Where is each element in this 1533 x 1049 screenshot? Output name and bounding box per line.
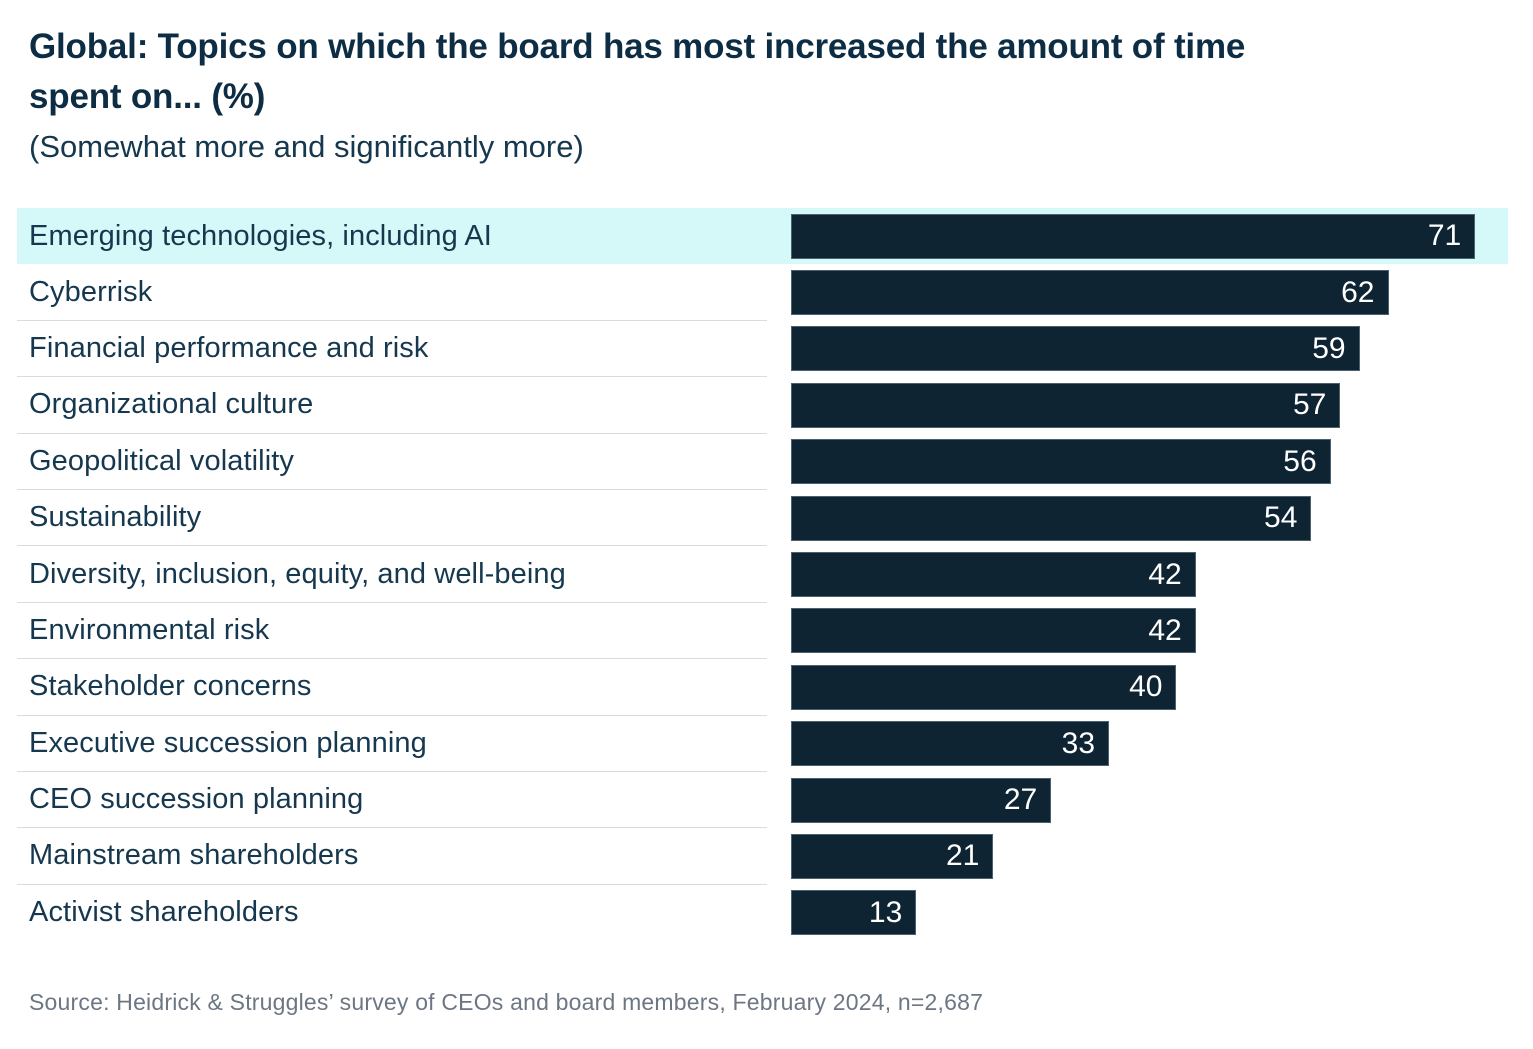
bar-track: 13 bbox=[791, 890, 1508, 936]
chart-title-line-1: Global: Topics on which the board has mo… bbox=[29, 27, 1246, 66]
value-label: 42 bbox=[1148, 557, 1182, 591]
chart-subtitle: (Somewhat more and significantly more) bbox=[29, 129, 584, 164]
bar-track: 71 bbox=[791, 213, 1508, 259]
chart-row: Sustainability 54 bbox=[17, 490, 1508, 547]
bar: 71 bbox=[791, 213, 1476, 259]
chart-title-line-2: spent on... (%) bbox=[29, 77, 266, 116]
bar: 21 bbox=[791, 833, 994, 879]
value-label: 57 bbox=[1292, 388, 1327, 422]
category-label: Mainstream shareholders bbox=[17, 828, 767, 885]
value-label: 71 bbox=[1427, 219, 1462, 253]
bar-track: 62 bbox=[791, 270, 1508, 316]
bar-track: 56 bbox=[791, 439, 1508, 485]
value-label: 59 bbox=[1312, 331, 1346, 365]
bar: 54 bbox=[791, 495, 1312, 541]
chart-row: Environmental risk 42 bbox=[17, 603, 1508, 660]
value-label: 21 bbox=[946, 839, 980, 873]
chart-row: Emerging technologies, including AI 71 bbox=[17, 208, 1508, 265]
bar-track: 33 bbox=[791, 721, 1508, 767]
chart-row: Diversity, inclusion, equity, and well-b… bbox=[17, 546, 1508, 603]
chart-row: Financial performance and risk 59 bbox=[17, 321, 1508, 378]
category-label: Financial performance and risk bbox=[17, 321, 767, 378]
bar: 42 bbox=[791, 552, 1196, 598]
chart-row: Activist shareholders 13 bbox=[17, 885, 1508, 941]
chart-row: CEO succession planning 27 bbox=[17, 772, 1508, 829]
bar: 40 bbox=[791, 664, 1177, 710]
bar: 27 bbox=[791, 777, 1052, 823]
bar: 33 bbox=[791, 721, 1110, 767]
category-label: Diversity, inclusion, equity, and well-b… bbox=[17, 546, 767, 603]
bar-track: 21 bbox=[791, 833, 1508, 879]
bar: 62 bbox=[791, 270, 1389, 316]
bar: 13 bbox=[791, 890, 917, 936]
category-label: Activist shareholders bbox=[29, 896, 299, 929]
category-label: Stakeholder concerns bbox=[17, 659, 767, 716]
chart-row: Stakeholder concerns 40 bbox=[17, 659, 1508, 716]
bar-chart: Emerging technologies, including AI 71 Cyb… bbox=[17, 208, 1508, 941]
category-label: CEO succession planning bbox=[17, 772, 767, 829]
category-label: Executive succession planning bbox=[17, 716, 767, 772]
chart-row: Geopolitical volatility 56 bbox=[17, 434, 1508, 490]
bar: 56 bbox=[791, 439, 1331, 485]
bar-track: 42 bbox=[791, 552, 1508, 598]
category-label: Cyberrisk bbox=[17, 264, 767, 321]
bar: 42 bbox=[791, 608, 1196, 654]
category-label: Organizational culture bbox=[17, 377, 767, 434]
chart-title: Global: Topics on which the board has mo… bbox=[29, 22, 1508, 122]
value-label: 40 bbox=[1129, 670, 1163, 704]
value-label: 62 bbox=[1341, 275, 1375, 309]
value-label: 54 bbox=[1264, 501, 1298, 535]
bar-track: 54 bbox=[791, 495, 1508, 541]
chart-row: Mainstream shareholders 21 bbox=[17, 828, 1508, 885]
bar: 59 bbox=[791, 326, 1360, 372]
value-label: 27 bbox=[1003, 783, 1038, 817]
value-label: 33 bbox=[1061, 726, 1096, 760]
bar-track: 59 bbox=[791, 326, 1508, 372]
chart-row: Organizational culture 57 bbox=[17, 377, 1508, 434]
bar-track: 40 bbox=[791, 664, 1508, 710]
value-label: 13 bbox=[868, 895, 903, 929]
category-label: Environmental risk bbox=[17, 603, 767, 660]
category-label: Geopolitical volatility bbox=[17, 434, 767, 490]
chart-row: Cyberrisk 62 bbox=[17, 264, 1508, 321]
bar-track: 27 bbox=[791, 777, 1508, 823]
source-note: Source: Heidrick & Struggles’ survey of … bbox=[29, 989, 984, 1016]
value-label: 42 bbox=[1148, 613, 1182, 647]
value-label: 56 bbox=[1283, 444, 1317, 478]
bar-track: 42 bbox=[791, 608, 1508, 654]
category-label: Emerging technologies, including AI bbox=[29, 219, 492, 252]
category-label: Sustainability bbox=[17, 490, 767, 547]
bar-track: 57 bbox=[791, 382, 1508, 428]
chart-row: Executive succession planning 33 bbox=[17, 716, 1508, 772]
bar: 57 bbox=[791, 382, 1341, 428]
